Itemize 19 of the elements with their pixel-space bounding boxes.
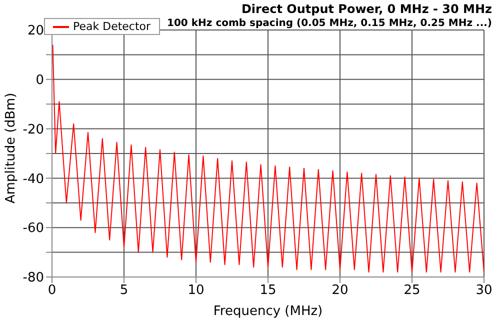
legend-label: Peak Detector <box>73 20 151 33</box>
x-tick-label: 10 <box>188 283 204 298</box>
x-tick-label: 25 <box>404 283 420 298</box>
x-tick-label: 5 <box>120 283 128 298</box>
y-axis-title: Amplitude (dBm) <box>4 92 19 204</box>
y-tick-label: 0 <box>36 73 44 88</box>
x-tick-label: 20 <box>332 283 348 298</box>
x-tick-label: 15 <box>260 283 276 298</box>
x-tick-label: 0 <box>48 283 56 298</box>
y-tick-label: -60 <box>22 221 44 236</box>
y-tick-label: 20 <box>27 24 44 39</box>
line-series <box>52 44 484 273</box>
chart-title: Direct Output Power, 0 MHz - 30 MHz <box>240 2 492 16</box>
y-tick-label: -40 <box>22 172 44 187</box>
y-tick-label: -80 <box>22 270 44 286</box>
x-axis-title: Frequency (MHz) <box>213 304 323 319</box>
y-tick-label: -20 <box>22 122 44 138</box>
chart-subtitle: 100 kHz comb spacing (0.05 MHz, 0.15 MHz, 0.25 MHz ...) <box>167 18 492 29</box>
x-tick-label: 30 <box>476 283 492 298</box>
